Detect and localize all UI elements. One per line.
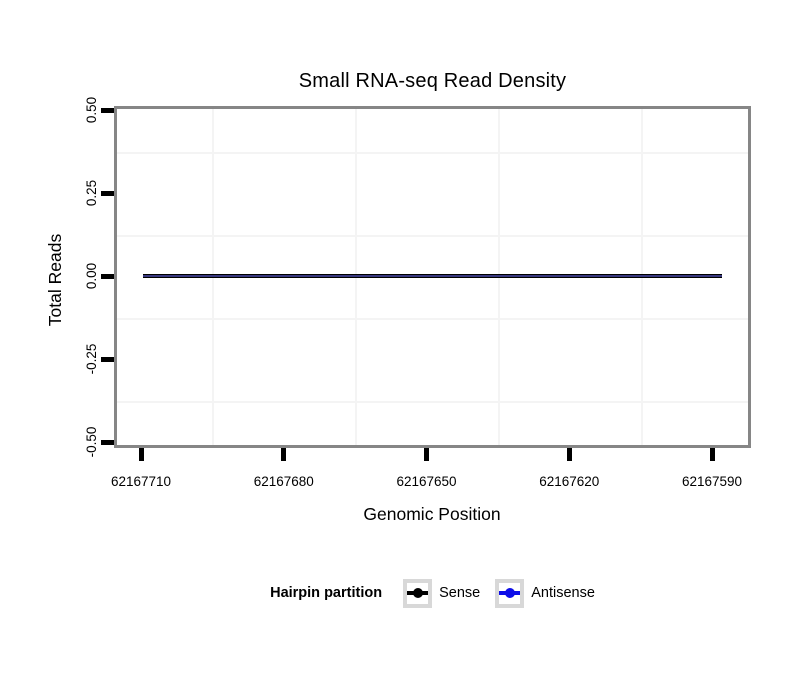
minor-gridline-h	[117, 317, 748, 320]
chart-title: Small RNA-seq Read Density	[298, 70, 567, 92]
antisense-data-line	[143, 275, 722, 278]
minor-gridline-h	[117, 400, 748, 403]
minor-gridline-h	[117, 151, 748, 154]
x-axis-title: Genomic Position	[363, 504, 501, 524]
legend-title: Hairpin partition	[270, 585, 383, 601]
minor-gridline-h	[117, 234, 748, 237]
x-tick	[709, 448, 715, 461]
legend: Hairpin partition Sense Antisense	[114, 577, 751, 609]
antisense-legend-key-icon	[495, 578, 525, 608]
x-tick	[424, 448, 429, 461]
sense-legend-key-icon	[403, 578, 433, 608]
y-tick-label: -0.50	[84, 426, 99, 458]
legend-label-sense: Sense	[439, 585, 481, 601]
x-tick	[281, 448, 287, 461]
x-tick-label: 62167590	[681, 474, 743, 489]
y-tick-label: 0.50	[84, 96, 99, 124]
x-tick	[138, 448, 144, 461]
x-tick-label: 62167620	[539, 474, 600, 489]
y-tick	[101, 107, 114, 113]
x-tick-label: 62167710	[110, 474, 172, 489]
x-tick-label: 62167650	[396, 474, 457, 489]
y-axis-title: Total Reads	[45, 233, 65, 327]
plot-panel	[114, 106, 751, 448]
y-tick	[101, 439, 114, 445]
y-tick	[101, 273, 114, 279]
legend-label-antisense: Antisense	[531, 585, 595, 601]
sense-key-dot	[412, 588, 423, 598]
x-tick	[566, 448, 572, 461]
y-tick	[101, 356, 114, 362]
y-tick	[101, 190, 114, 196]
x-tick-label: 62167680	[253, 474, 314, 489]
y-tick-label: 0.25	[84, 179, 99, 207]
y-tick-label: 0.00	[84, 262, 99, 290]
y-tick-label: -0.25	[84, 343, 99, 375]
antisense-key-dot	[504, 588, 515, 598]
